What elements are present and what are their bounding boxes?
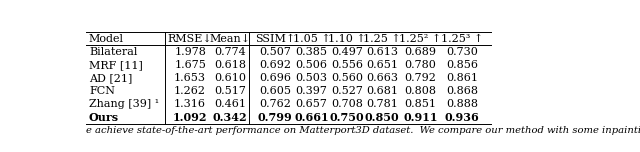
Text: 0.774: 0.774 <box>214 47 246 57</box>
Text: 0.730: 0.730 <box>446 47 478 57</box>
Text: 0.517: 0.517 <box>214 86 246 96</box>
Text: 1.316: 1.316 <box>174 99 206 109</box>
Text: 1.092: 1.092 <box>173 112 207 123</box>
Text: 1.25 ↑: 1.25 ↑ <box>363 34 401 44</box>
Text: 0.503: 0.503 <box>296 73 328 83</box>
Text: 0.605: 0.605 <box>259 86 291 96</box>
Text: Ours: Ours <box>89 112 119 123</box>
Text: 1.653: 1.653 <box>174 73 206 83</box>
Text: 0.461: 0.461 <box>214 99 246 109</box>
Text: 0.560: 0.560 <box>331 73 363 83</box>
Text: 0.657: 0.657 <box>296 99 328 109</box>
Text: 0.397: 0.397 <box>296 86 328 96</box>
Text: 0.689: 0.689 <box>404 47 436 57</box>
Text: 1.05 ↑: 1.05 ↑ <box>292 34 330 44</box>
Text: 0.781: 0.781 <box>366 99 398 109</box>
Text: 0.851: 0.851 <box>404 99 436 109</box>
Text: 0.663: 0.663 <box>366 73 398 83</box>
Text: 1.25² ↑: 1.25² ↑ <box>399 34 442 44</box>
Text: Mean↓: Mean↓ <box>209 34 250 44</box>
Text: 1.25³ ↑: 1.25³ ↑ <box>441 34 483 44</box>
Text: 0.681: 0.681 <box>366 86 398 96</box>
Text: 0.799: 0.799 <box>257 112 292 123</box>
Text: 0.911: 0.911 <box>403 112 438 123</box>
Text: 0.610: 0.610 <box>214 73 246 83</box>
Text: 0.497: 0.497 <box>331 47 363 57</box>
Text: 0.780: 0.780 <box>404 60 436 70</box>
Text: 0.888: 0.888 <box>446 99 478 109</box>
Text: Model: Model <box>89 34 124 44</box>
Text: 0.556: 0.556 <box>331 60 363 70</box>
Text: 1.978: 1.978 <box>174 47 206 57</box>
Text: RMSE↓: RMSE↓ <box>168 34 212 44</box>
Text: 0.385: 0.385 <box>296 47 328 57</box>
Text: SSIM↑: SSIM↑ <box>255 34 295 44</box>
Text: 0.850: 0.850 <box>365 112 399 123</box>
Text: 0.507: 0.507 <box>259 47 291 57</box>
Text: 0.762: 0.762 <box>259 99 291 109</box>
Text: 0.696: 0.696 <box>259 73 291 83</box>
Text: 0.750: 0.750 <box>330 112 364 123</box>
Text: 1.675: 1.675 <box>174 60 206 70</box>
Text: 0.527: 0.527 <box>331 86 363 96</box>
Text: 0.792: 0.792 <box>404 73 436 83</box>
Text: 0.661: 0.661 <box>294 112 329 123</box>
Text: 1.10 ↑: 1.10 ↑ <box>328 34 365 44</box>
Text: 0.708: 0.708 <box>331 99 363 109</box>
Text: 0.856: 0.856 <box>446 60 478 70</box>
Text: 0.613: 0.613 <box>366 47 398 57</box>
Text: 0.618: 0.618 <box>214 60 246 70</box>
Text: 0.342: 0.342 <box>212 112 247 123</box>
Text: 0.692: 0.692 <box>259 60 291 70</box>
Text: FCN: FCN <box>89 86 115 96</box>
Text: AD [21]: AD [21] <box>89 73 132 83</box>
Text: Bilateral: Bilateral <box>89 47 138 57</box>
Text: e achieve state-of-the-art performance on Matterport3D dataset.  We compare our : e achieve state-of-the-art performance o… <box>86 126 640 135</box>
Text: Zhang [39] ¹: Zhang [39] ¹ <box>89 99 159 109</box>
Text: MRF [11]: MRF [11] <box>89 60 143 70</box>
Text: 0.936: 0.936 <box>445 112 479 123</box>
Text: 0.861: 0.861 <box>446 73 478 83</box>
Text: 0.808: 0.808 <box>404 86 436 96</box>
Text: 1.262: 1.262 <box>174 86 206 96</box>
Text: 0.506: 0.506 <box>296 60 328 70</box>
Text: 0.651: 0.651 <box>366 60 398 70</box>
Text: 0.868: 0.868 <box>446 86 478 96</box>
